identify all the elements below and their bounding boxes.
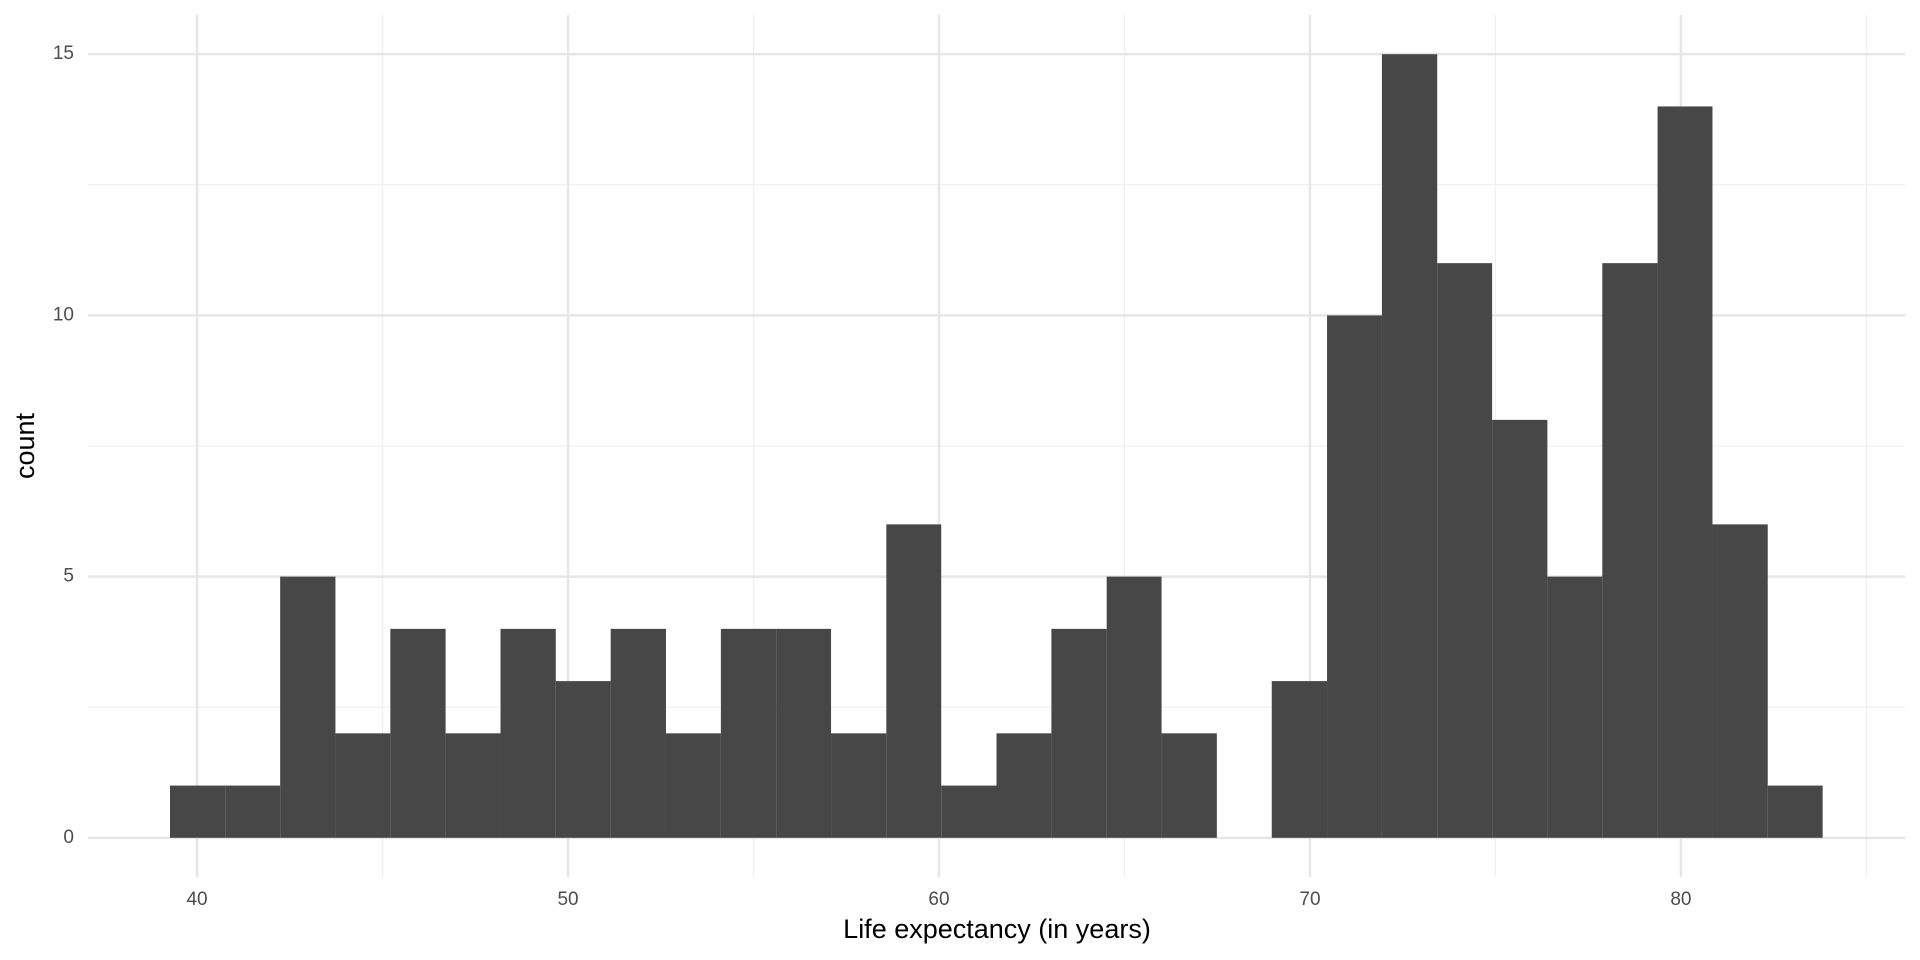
bar [1161,733,1217,838]
bar [1271,681,1328,838]
y-axis-title: count [10,412,40,479]
bar [280,576,336,838]
bar [720,628,777,838]
bar [886,524,942,838]
x-axis-title: Life expectancy (in years) [843,914,1151,944]
bar [1712,524,1768,838]
y-tick-label: 10 [53,304,74,325]
bar [665,733,721,838]
bar [941,785,997,838]
bar [1767,785,1823,838]
y-tick-label: 15 [53,43,74,64]
bar [1492,419,1548,838]
x-tick-label: 80 [1670,889,1691,910]
bar [390,628,446,838]
bar [500,628,556,838]
bar [1327,315,1382,838]
y-tick-label: 0 [63,827,74,848]
bar [225,785,281,838]
x-tick-label: 50 [557,889,578,910]
bar [1437,263,1493,838]
x-tick-label: 70 [1299,889,1320,910]
bar [1106,576,1162,838]
bar [555,681,611,838]
y-tick-label: 5 [63,566,74,587]
bar [1657,106,1713,838]
bar [996,733,1052,838]
bar [610,628,666,838]
bar [169,785,226,838]
bar [1051,628,1107,838]
bar [1602,263,1658,838]
x-tick-label: 40 [186,889,207,910]
bar [831,733,887,838]
bar [1547,576,1603,838]
bar [776,628,832,838]
x-tick-label: 60 [928,889,949,910]
bar [445,733,501,838]
bar [335,733,391,838]
bar [1381,54,1438,838]
